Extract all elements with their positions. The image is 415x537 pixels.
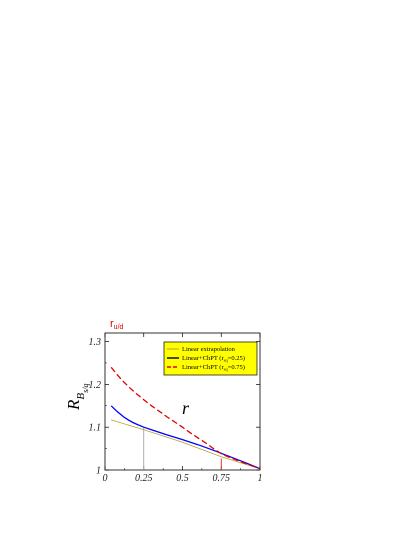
legend-box (163, 341, 258, 376)
svg-text:ru/d: ru/d (110, 318, 124, 331)
plot-area: 0 0.25 0.5 0.75 1 1 1.1 1.2 1.3 (89, 332, 263, 484)
legend: Linear extrapolation Linear+ChPT (rsq=0.… (163, 341, 258, 376)
series-line-2 (110, 366, 261, 470)
x-tick-label: 0.25 (135, 473, 153, 484)
svg-text:RBs/q: RBs/q (64, 384, 90, 411)
y-axis-label: RBs/q (64, 384, 90, 411)
top-annotation: ru/d (110, 318, 124, 331)
x-tick-label: 0.75 (213, 473, 231, 484)
x-axis-label: r (182, 398, 190, 418)
x-tick-label: 1 (258, 473, 263, 484)
x-tick-label: 0 (103, 473, 108, 484)
legend-entry-linear-chpt-025: Linear+ChPT (rsq=0.25) (167, 355, 245, 363)
svg-text:r: r (182, 398, 190, 418)
x-tick-label: 0.5 (176, 473, 189, 484)
y-tick-label: 1.3 (89, 337, 102, 348)
y-tick-label: 1.2 (89, 380, 102, 391)
y-tick-label: 1.1 (89, 423, 102, 434)
chart-marks (110, 366, 261, 470)
legend-entry-linear-extrapolation: Linear extrapolation (167, 346, 236, 353)
legend-label: Linear+ChPT (rsq=0.25) (182, 355, 245, 363)
legend-label: Linear+ChPT (rsq=0.75) (182, 364, 245, 372)
series-line-0 (111, 419, 261, 470)
y-tick-label: 1 (96, 466, 101, 477)
legend-entry-linear-chpt-075: Linear+ChPT (rsq=0.75) (167, 364, 245, 372)
legend-label: Linear extrapolation (182, 346, 236, 353)
